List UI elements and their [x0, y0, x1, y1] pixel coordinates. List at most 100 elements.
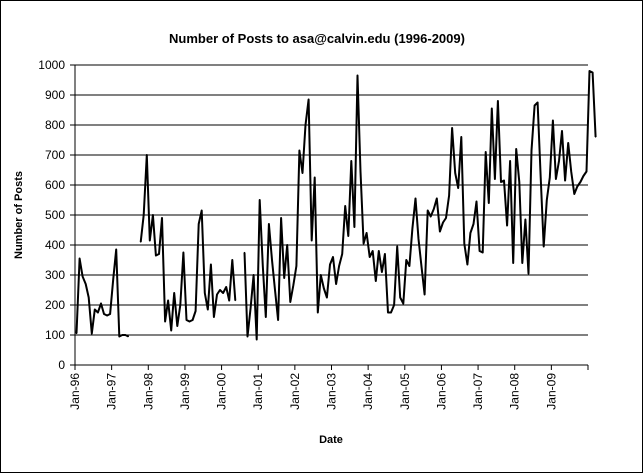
data-point — [445, 217, 447, 219]
data-point — [170, 329, 172, 332]
data-point — [402, 302, 404, 305]
x-tick-label: Jan-00 — [215, 373, 229, 410]
data-point — [366, 232, 368, 234]
data-point — [414, 197, 417, 200]
data-point — [231, 259, 233, 261]
data-point — [109, 313, 111, 315]
data-point — [332, 256, 334, 258]
x-tick-label: Jan-96 — [68, 373, 82, 410]
x-tick-label: Jan-02 — [288, 373, 302, 410]
data-point — [283, 277, 285, 279]
data-point — [289, 301, 291, 303]
data-point — [91, 332, 93, 335]
data-point — [466, 263, 468, 266]
data-point — [185, 319, 188, 321]
data-point — [222, 292, 224, 294]
data-point — [561, 130, 563, 132]
data-point — [176, 325, 178, 327]
data-point — [527, 272, 530, 275]
data-point — [479, 250, 481, 252]
data-point — [271, 259, 273, 261]
data-point — [518, 181, 520, 183]
data-point — [292, 284, 294, 287]
data-point — [253, 274, 255, 276]
y-axis-label: Number of Posts — [13, 171, 25, 259]
data-point — [295, 265, 297, 267]
data-point — [405, 259, 407, 261]
data-point — [567, 142, 569, 144]
data-point — [524, 218, 527, 221]
data-point — [488, 202, 490, 204]
data-point — [152, 214, 154, 216]
data-point — [146, 154, 148, 156]
y-tick-label: 0 — [58, 358, 65, 372]
data-point — [552, 119, 554, 122]
data-point — [530, 149, 533, 152]
x-tick-label: Jan-04 — [361, 373, 375, 410]
data-point — [118, 335, 120, 338]
y-tick-label: 500 — [45, 208, 65, 222]
data-point — [359, 170, 362, 173]
data-point — [384, 253, 386, 255]
data-point — [338, 265, 340, 267]
data-point — [430, 215, 432, 218]
data-point — [213, 316, 215, 318]
gridlines — [75, 64, 588, 336]
x-axis-ticks: Jan-96 Jan-97 Jan-98 Jan-99 Jan-00 Jan-01 Jan-… — [68, 365, 589, 410]
data-point — [167, 299, 169, 302]
data-point — [353, 226, 355, 228]
data-point — [472, 223, 475, 225]
data-point — [195, 310, 197, 312]
data-point — [390, 311, 392, 314]
x-tick-label: Jan-05 — [398, 373, 412, 410]
data-point — [347, 235, 349, 237]
data-point — [320, 274, 322, 276]
data-point — [100, 302, 102, 305]
data-point — [246, 335, 249, 338]
y-axis-ticks: 0 100 200 300 400 500 600 700 800 900 1000 — [38, 58, 75, 372]
x-tick-label: Jan-06 — [434, 373, 448, 410]
data-point — [228, 299, 230, 302]
data-point — [97, 311, 99, 314]
data-point — [494, 178, 496, 180]
data-point — [396, 245, 398, 248]
data-point — [79, 257, 81, 260]
data-point — [582, 175, 585, 177]
data-point — [378, 250, 380, 252]
data-point — [243, 251, 246, 254]
data-point — [103, 313, 105, 315]
data-point — [140, 241, 142, 243]
data-point — [304, 124, 307, 126]
data-point — [311, 239, 313, 242]
data-point — [317, 311, 319, 314]
data-point — [515, 148, 517, 150]
data-point — [94, 308, 96, 311]
data-point — [308, 98, 310, 101]
data-point — [164, 320, 166, 323]
data-point — [442, 221, 444, 224]
data-point — [124, 334, 126, 336]
x-tick-label: Jan-97 — [105, 373, 119, 410]
data-point — [393, 304, 395, 306]
data-point — [192, 319, 194, 321]
data-point — [454, 172, 456, 174]
data-point — [509, 160, 511, 162]
data-point — [439, 230, 441, 233]
data-point — [451, 127, 453, 129]
data-point — [595, 136, 597, 138]
data-point — [537, 101, 539, 104]
x-tick-label: Jan-09 — [544, 373, 558, 410]
data-point — [335, 283, 337, 285]
data-point — [256, 338, 258, 341]
data-point — [500, 181, 502, 183]
data-point — [85, 283, 87, 285]
series-line — [243, 70, 597, 341]
y-tick-label: 100 — [45, 328, 65, 342]
data-point — [521, 262, 523, 264]
data-point — [127, 335, 129, 338]
data-point — [436, 197, 438, 200]
y-tick-label: 800 — [45, 118, 65, 132]
data-point — [387, 311, 389, 314]
